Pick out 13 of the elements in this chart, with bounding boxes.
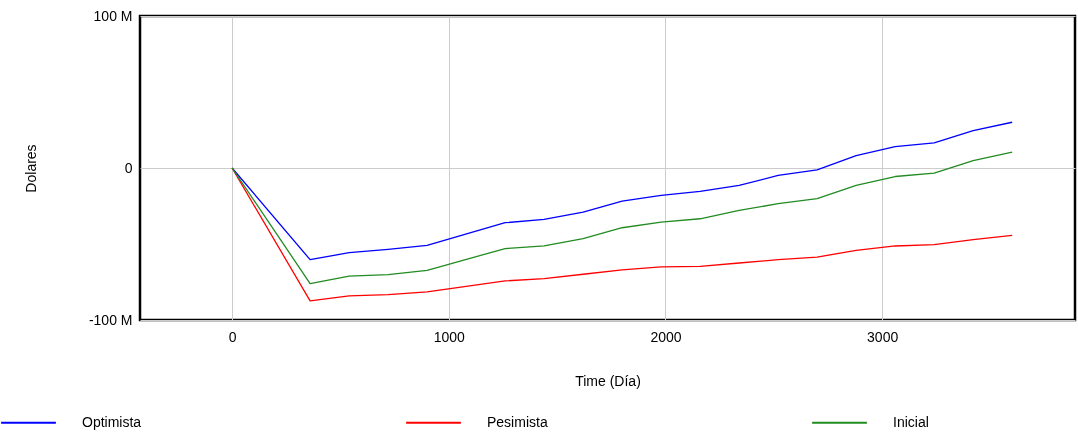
y-tick-label: 100 M <box>93 7 133 24</box>
legend-label: Optimista <box>82 413 142 430</box>
x-tick-label: 0 <box>228 328 237 345</box>
legend-label: Inicial <box>893 413 929 430</box>
x-tick-label: 2000 <box>650 328 682 345</box>
x-axis-title: Time (Día) <box>575 372 641 389</box>
x-tick-label: 1000 <box>433 328 466 345</box>
line-series <box>231 151 1013 285</box>
y-tick-label: -100 M <box>88 311 133 328</box>
y-tick-label: 0 <box>124 159 133 176</box>
x-tick-label: 3000 <box>867 328 899 345</box>
y-axis-title: Dolares <box>22 144 39 193</box>
legend-label: Pesimista <box>487 413 548 430</box>
